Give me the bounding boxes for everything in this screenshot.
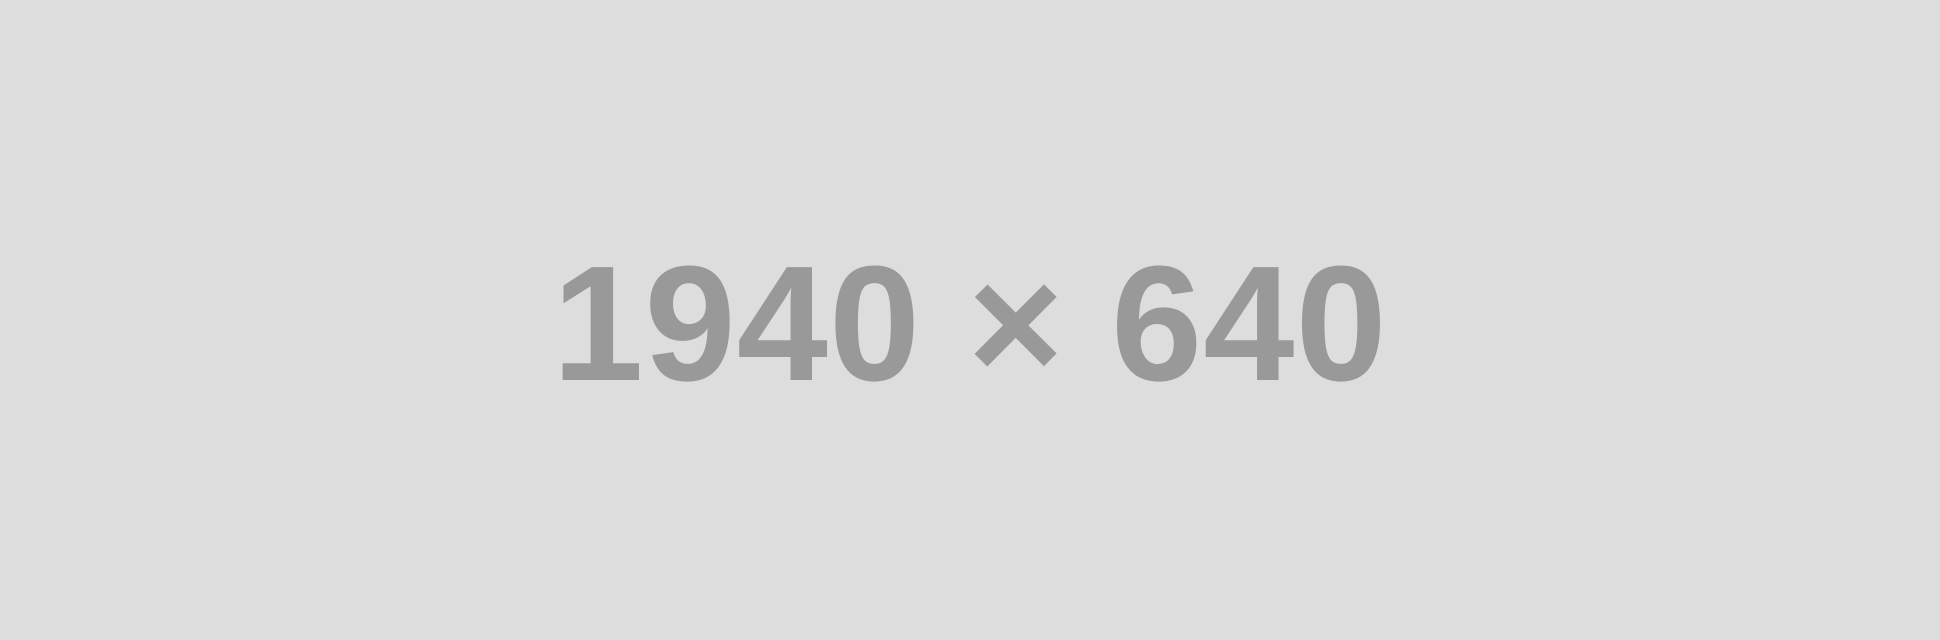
dimensions-label: 1940 × 640 xyxy=(552,232,1388,415)
